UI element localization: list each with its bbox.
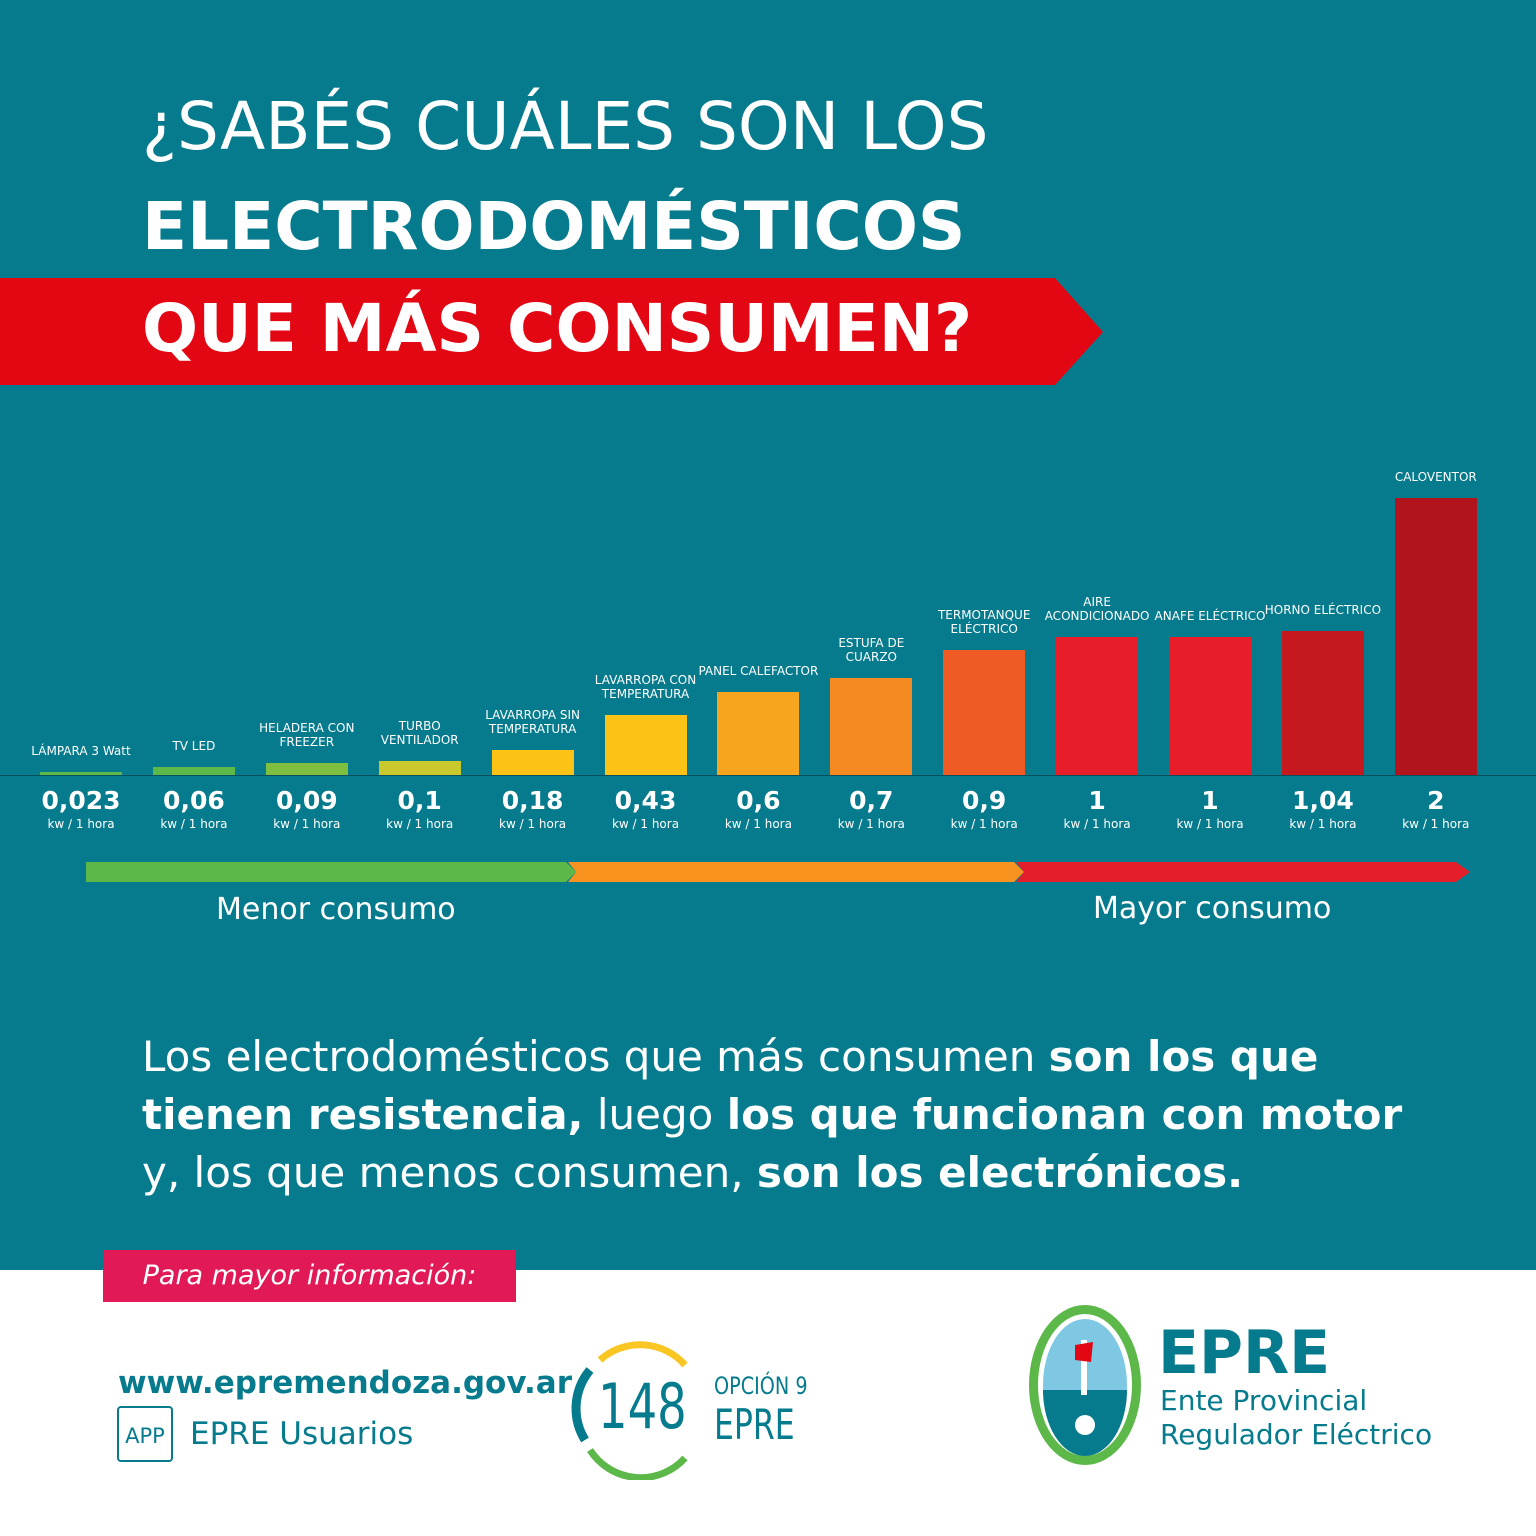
bar — [378, 761, 461, 775]
bar — [40, 771, 122, 775]
unit-label: kw / 1 hora — [724, 817, 792, 831]
bar — [604, 715, 687, 775]
bar — [1394, 498, 1477, 775]
option: OPCIÓN 9 — [714, 1372, 808, 1400]
text-segment: Los electrodomésticos que más consumen — [142, 1032, 1049, 1081]
text-segment: los que funcionan con motor — [726, 1090, 1403, 1139]
description: Los electrodomésticos que más consumen s… — [142, 1028, 1412, 1202]
category-label: TERMOTANQUE ELÉCTRICO — [937, 608, 1031, 637]
category-label: TURBO VENTILADOR — [380, 719, 459, 748]
value-label: 0,9 — [962, 786, 1007, 815]
value-label: 1,04 — [1292, 786, 1354, 815]
logo — [1029, 1305, 1141, 1465]
logo-line: Regulador Eléctrico — [1160, 1418, 1433, 1451]
category-label: HELADERA CON FREEZER — [259, 720, 355, 749]
unit-label: kw / 1 hora — [1063, 817, 1131, 831]
title-line: ¿SABÉS CUÁLES SON LOS — [142, 88, 989, 165]
baseline — [0, 775, 1536, 776]
category-label: ANAFE ELÉCTRICO — [1154, 608, 1266, 623]
logo-line: Ente Provincial — [1160, 1384, 1368, 1417]
value-label: 0,023 — [41, 786, 121, 815]
text-segment: luego — [583, 1090, 727, 1139]
value-label: 0,43 — [614, 786, 677, 815]
category-label: LAVARROPA SIN TEMPERATURA — [485, 708, 580, 737]
bar — [265, 762, 348, 775]
logo-title: EPRE — [1158, 1318, 1331, 1388]
title-line: QUE MÁS CONSUMEN? — [142, 290, 973, 367]
unit-label: kw / 1 hora — [1289, 817, 1357, 831]
text-segment: son los que tienen resistencia, — [142, 1032, 1319, 1139]
value-label: 0,7 — [849, 786, 894, 815]
unit-label: kw / 1 hora — [837, 817, 905, 831]
info-label: Para mayor información: — [103, 1250, 516, 1302]
bar — [491, 750, 574, 775]
category-label: CALOVENTOR — [1394, 470, 1477, 484]
value-label: 0,18 — [501, 786, 564, 815]
unit-label: kw / 1 hora — [499, 817, 567, 831]
banner — [0, 278, 1103, 385]
category-label: TV LED — [172, 738, 216, 753]
bar — [830, 678, 913, 775]
bar — [717, 691, 800, 775]
value-label: 0,06 — [163, 786, 225, 815]
title-line: ELECTRODOMÉSTICOS — [142, 188, 966, 265]
value-label: 2 — [1427, 786, 1445, 815]
category-label: LAVARROPA CON TEMPERATURA — [594, 673, 697, 702]
scale-label: Menor consumo — [216, 892, 456, 927]
text-segment: son los electrónicos. — [756, 1148, 1244, 1197]
category-label: PANEL CALEFACTOR — [698, 663, 819, 678]
unit-label: kw / 1 hora — [160, 817, 228, 831]
value-label: 0,6 — [736, 786, 781, 815]
unit-label: kw / 1 hora — [1402, 817, 1470, 831]
value-label: 1 — [1088, 786, 1106, 815]
category-label: AIRE ACONDICIONADO — [1044, 594, 1150, 623]
value-label: 1 — [1201, 786, 1219, 815]
phone-ring — [571, 1341, 688, 1480]
unit-label: kw / 1 hora — [47, 817, 115, 831]
url: www.epremendoza.gov.ar — [118, 1365, 573, 1401]
app-badge: APP — [117, 1406, 173, 1462]
unit-label: kw / 1 hora — [273, 817, 341, 831]
text-segment: y, los que menos consumen, — [142, 1148, 757, 1197]
phone: 148 — [598, 1370, 687, 1443]
background — [0, 0, 1536, 1270]
value-label: 0,09 — [275, 786, 338, 815]
app-name: EPRE Usuarios — [190, 1416, 414, 1452]
unit-label: kw / 1 hora — [950, 817, 1018, 831]
scale-label: Mayor consumo — [1093, 891, 1332, 926]
category-label: HORNO ELÉCTRICO — [1264, 602, 1382, 617]
unit-label: kw / 1 hora — [1176, 817, 1244, 831]
bar — [1056, 636, 1139, 775]
scale-arrow — [86, 862, 1470, 882]
bar — [1281, 630, 1364, 775]
bar — [1169, 636, 1251, 775]
unit-label: kw / 1 hora — [386, 817, 454, 831]
bar — [152, 766, 235, 775]
option-name: EPRE — [714, 1400, 795, 1449]
category-label: ESTUFA DE CUARZO — [838, 636, 905, 665]
category-label: LÁMPARA 3 Watt — [31, 743, 131, 758]
value-label: 0,1 — [397, 786, 442, 815]
bar — [943, 650, 1026, 775]
unit-label: kw / 1 hora — [611, 817, 680, 831]
